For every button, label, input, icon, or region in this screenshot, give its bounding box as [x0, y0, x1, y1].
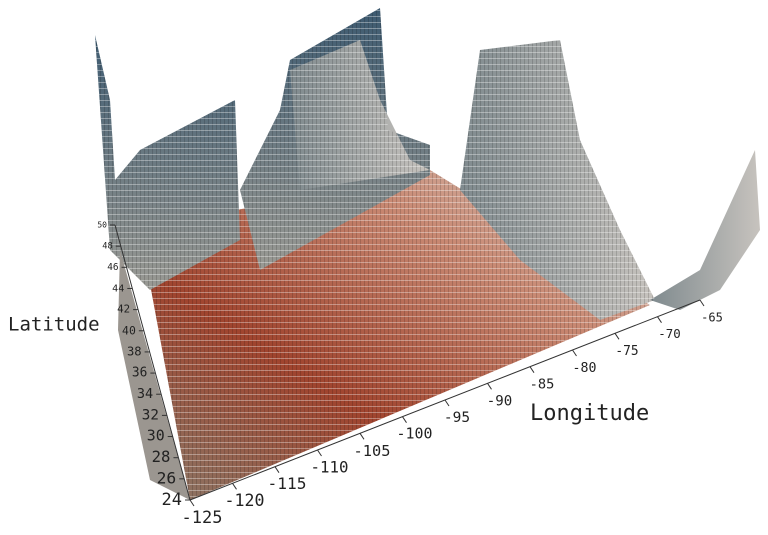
x-tick-label: -125 [182, 508, 223, 528]
y-tick-label: 26 [157, 468, 177, 487]
x-tick-label: -115 [268, 474, 307, 493]
y-axis-label: Latitude [8, 314, 100, 336]
x-tick [699, 299, 705, 307]
x-tick-label: -75 [615, 344, 638, 359]
x-tick [359, 433, 365, 440]
surface [95, 8, 760, 500]
wall-texture [95, 35, 240, 290]
y-tick-label: 36 [132, 366, 147, 381]
y-tick-label: 32 [142, 407, 159, 423]
side [118, 250, 190, 500]
y-tick-label: 48 [102, 242, 112, 252]
x-tick [657, 316, 662, 323]
wall [650, 150, 760, 310]
wall-texture [240, 8, 430, 270]
x-tick-label: -70 [658, 326, 680, 341]
x-tick [189, 499, 195, 507]
x-tick [572, 349, 577, 357]
x-axis-label: Longitude [530, 401, 649, 426]
y-tick-label: 34 [137, 386, 153, 402]
y-tick-label: 30 [147, 427, 165, 445]
x-tick-label: -90 [487, 393, 512, 409]
x-tick-label: -80 [573, 361, 597, 376]
x-tick-label: -105 [354, 442, 391, 460]
y-tick-label: 40 [122, 323, 136, 337]
x-tick-label: -100 [397, 425, 433, 443]
y-tick-label: 50 [97, 221, 107, 230]
y-tick-label: 44 [112, 283, 124, 294]
x-tick [232, 483, 237, 490]
y-tick-label: 38 [127, 344, 142, 358]
x-tick [317, 449, 322, 457]
x-tick-label: -120 [225, 491, 265, 510]
x-tick-label: -110 [311, 458, 349, 477]
x-tick [274, 466, 280, 473]
x-tick-label: -65 [701, 311, 723, 325]
x-tick [529, 366, 535, 373]
x-tick [402, 416, 407, 423]
wall-texture [460, 40, 655, 320]
x-tick [444, 399, 450, 407]
y-tick-label: 28 [152, 448, 171, 466]
y-axis [114, 224, 191, 501]
y-tick-label: 42 [117, 303, 130, 316]
x-tick-label: -95 [444, 410, 470, 426]
x-tick [614, 333, 620, 340]
y-tick-label: 46 [107, 262, 119, 273]
y-tick-label: 24 [162, 490, 182, 510]
x-tick [487, 383, 492, 390]
x-tick-label: -85 [530, 377, 555, 393]
